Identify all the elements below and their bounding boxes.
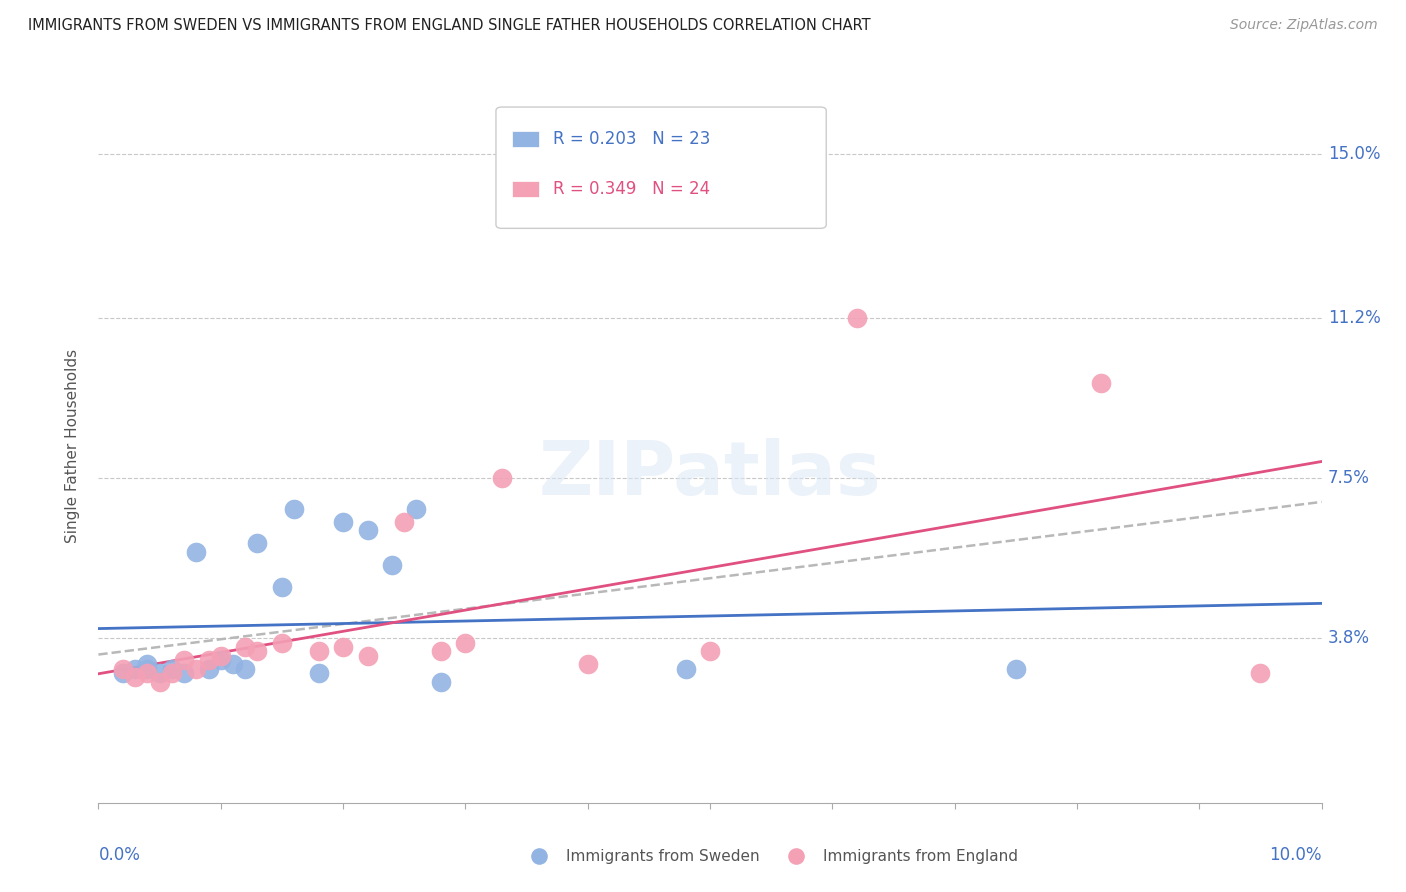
Text: 15.0%: 15.0% (1327, 145, 1381, 163)
Point (270, 580, 292, 594)
Point (209, 648, 232, 663)
Point (233, 662, 256, 676)
Point (160, 666, 183, 681)
Text: 11.2%: 11.2% (1327, 310, 1381, 327)
Point (270, 636, 292, 650)
Point (576, 657, 599, 672)
Point (186, 662, 208, 676)
Text: Immigrants from Sweden: Immigrants from Sweden (565, 849, 759, 863)
FancyBboxPatch shape (496, 107, 827, 228)
Text: R = 0.349   N = 24: R = 0.349 N = 24 (554, 180, 710, 198)
Point (454, 636, 477, 650)
Text: Source: ZipAtlas.com: Source: ZipAtlas.com (1230, 18, 1378, 32)
Text: Immigrants from England: Immigrants from England (823, 849, 1018, 863)
Point (430, 644, 453, 658)
Point (356, 648, 378, 663)
FancyBboxPatch shape (512, 181, 538, 197)
Point (209, 653, 232, 667)
Point (308, 644, 330, 658)
Text: 3.8%: 3.8% (1327, 630, 1369, 648)
Point (197, 653, 219, 667)
Point (186, 545, 208, 559)
Point (111, 666, 134, 681)
Point (675, 662, 697, 676)
Point (381, 558, 404, 572)
Point (136, 657, 159, 672)
Text: ZIPatlas: ZIPatlas (538, 438, 882, 511)
Point (1090, 376, 1112, 391)
Point (392, 515, 416, 529)
Point (222, 657, 245, 672)
Point (1249, 666, 1271, 681)
Point (283, 501, 305, 516)
Point (356, 524, 378, 538)
Point (197, 662, 219, 676)
Point (491, 471, 513, 485)
Text: R = 0.203   N = 23: R = 0.203 N = 23 (554, 130, 711, 148)
Point (246, 536, 269, 550)
Point (405, 501, 427, 516)
Point (149, 666, 172, 681)
Point (308, 666, 330, 681)
Point (430, 674, 453, 689)
Point (136, 662, 159, 676)
Text: IMMIGRANTS FROM SWEDEN VS IMMIGRANTS FROM ENGLAND SINGLE FATHER HOUSEHOLDS CORRE: IMMIGRANTS FROM SWEDEN VS IMMIGRANTS FRO… (28, 18, 870, 33)
Point (173, 666, 195, 681)
Point (1004, 662, 1026, 676)
Point (173, 653, 195, 667)
Point (699, 644, 721, 658)
Point (124, 662, 146, 676)
Point (111, 662, 134, 676)
Point (149, 674, 172, 689)
Point (160, 662, 183, 676)
Point (332, 515, 354, 529)
Point (124, 670, 146, 684)
Point (233, 640, 256, 654)
Point (332, 640, 354, 654)
Point (845, 311, 868, 326)
Point (246, 644, 269, 658)
FancyBboxPatch shape (512, 131, 538, 147)
Text: 10.0%: 10.0% (1270, 846, 1322, 863)
Y-axis label: Single Father Households: Single Father Households (65, 349, 80, 543)
Text: 0.0%: 0.0% (98, 846, 141, 863)
Text: 7.5%: 7.5% (1327, 469, 1369, 487)
Point (136, 666, 159, 681)
